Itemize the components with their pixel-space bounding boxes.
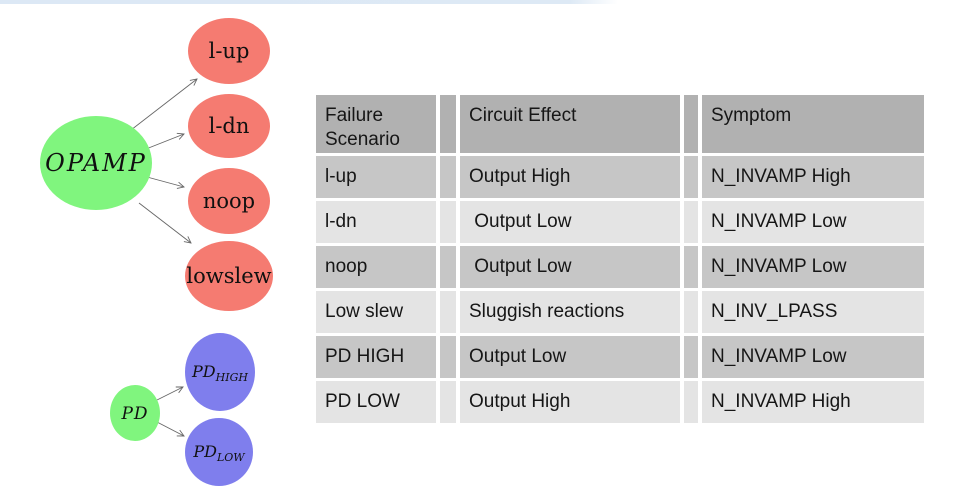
cell-symptom: N_INVAMP Low bbox=[702, 201, 924, 243]
cell-spacer bbox=[440, 156, 456, 198]
cell-effect: Output High bbox=[460, 381, 680, 423]
header-spacer-1 bbox=[440, 95, 456, 153]
cell-scenario: l-dn bbox=[316, 201, 436, 243]
cell-scenario: PD LOW bbox=[316, 381, 436, 423]
edge-opamp-to-l-dn bbox=[145, 134, 184, 150]
cell-scenario: PD HIGH bbox=[316, 336, 436, 378]
node-pd-low-label: PDLOW bbox=[192, 442, 246, 464]
cell-scenario: noop bbox=[316, 246, 436, 288]
edge-opamp-to-lowslew bbox=[138, 202, 191, 243]
header-circuit-effect: Circuit Effect bbox=[460, 95, 680, 153]
cell-spacer bbox=[684, 336, 698, 378]
cell-symptom: N_INVAMP High bbox=[702, 156, 924, 198]
cell-spacer bbox=[440, 381, 456, 423]
node-pd-low bbox=[185, 418, 253, 486]
node-l-dn bbox=[188, 94, 270, 158]
cell-effect: Output Low bbox=[460, 336, 680, 378]
failure-symptom-table: Failure Scenario Circuit Effect Symptom … bbox=[316, 95, 924, 423]
top-highlight-strip bbox=[0, 0, 618, 4]
node-opamp bbox=[40, 116, 152, 210]
node-lowslew bbox=[185, 241, 273, 311]
edge-pd-to-pd-low bbox=[156, 421, 184, 436]
node-pd-high bbox=[185, 333, 255, 411]
node-pd bbox=[110, 385, 160, 441]
header-spacer-2 bbox=[684, 95, 698, 153]
cell-spacer bbox=[684, 201, 698, 243]
cell-spacer bbox=[440, 201, 456, 243]
cell-spacer bbox=[684, 156, 698, 198]
cell-effect: Output High bbox=[460, 156, 680, 198]
node-l-dn-label: l-dn bbox=[209, 114, 250, 138]
cell-effect: Sluggish reactions bbox=[460, 291, 680, 333]
node-l-up bbox=[188, 18, 270, 84]
cell-symptom: N_INVAMP High bbox=[702, 381, 924, 423]
node-pd-high-label: PDHIGH bbox=[191, 362, 248, 384]
node-lowslew-label: lowslew bbox=[186, 264, 271, 288]
cell-spacer bbox=[684, 246, 698, 288]
node-opamp-label: OPAMP bbox=[45, 149, 147, 177]
cell-spacer bbox=[440, 246, 456, 288]
failure-modes-diagram: OPAMP l-up l-dn noop lowslew PD PDHIGH P… bbox=[40, 18, 273, 486]
node-noop-label: noop bbox=[203, 189, 255, 213]
cell-symptom: N_INVAMP Low bbox=[702, 246, 924, 288]
cell-spacer bbox=[440, 336, 456, 378]
cell-scenario: l-up bbox=[316, 156, 436, 198]
edge-opamp-to-noop bbox=[146, 176, 184, 187]
node-pd-label: PD bbox=[120, 404, 148, 424]
cell-scenario: Low slew bbox=[316, 291, 436, 333]
node-l-up-label: l-up bbox=[209, 39, 250, 63]
cell-spacer bbox=[684, 291, 698, 333]
header-symptom: Symptom bbox=[702, 95, 924, 153]
edge-pd-to-pd-high bbox=[156, 387, 183, 401]
cell-spacer bbox=[684, 381, 698, 423]
cell-effect: Output Low bbox=[460, 201, 680, 243]
cell-symptom: N_INV_LPASS bbox=[702, 291, 924, 333]
header-failure-scenario: Failure Scenario bbox=[316, 95, 436, 153]
cell-spacer bbox=[440, 291, 456, 333]
cell-symptom: N_INVAMP Low bbox=[702, 336, 924, 378]
edge-opamp-to-l-up bbox=[130, 79, 197, 131]
cell-effect: Output Low bbox=[460, 246, 680, 288]
node-noop bbox=[188, 168, 270, 234]
